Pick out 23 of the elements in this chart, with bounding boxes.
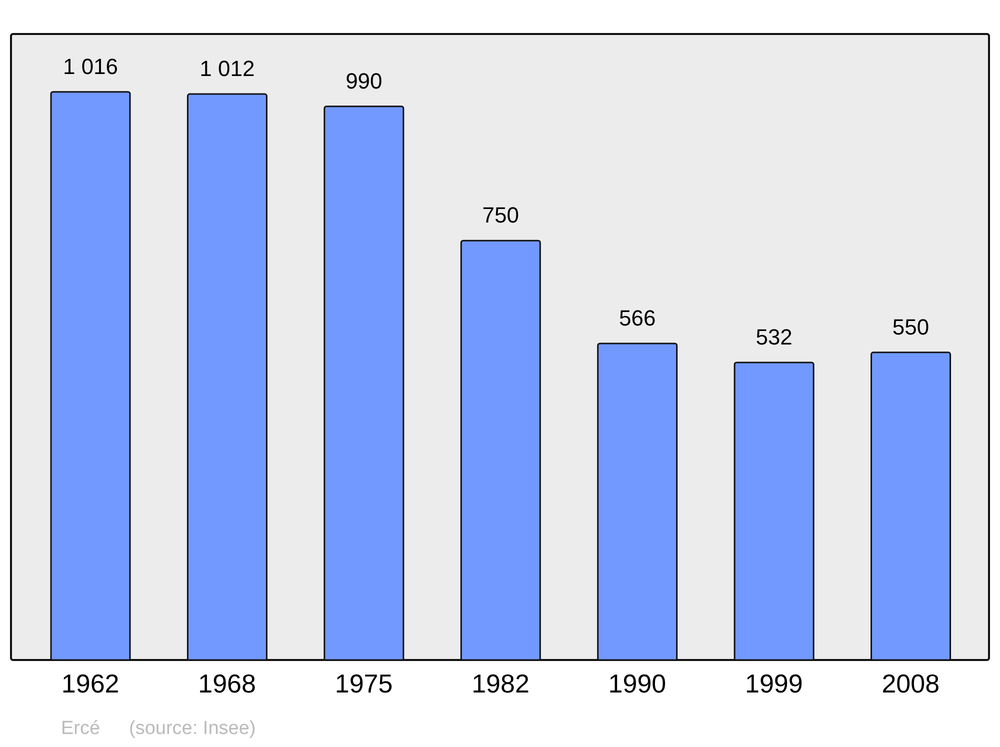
data-label: 550 <box>892 314 930 340</box>
bar <box>597 342 678 660</box>
data-label: 1 012 <box>200 56 255 82</box>
data-label: 1 016 <box>62 54 118 79</box>
data-label: 750 <box>482 202 519 228</box>
x-tick-label: 1990 <box>608 668 666 698</box>
bar <box>734 362 814 660</box>
x-tick-label: 2008 <box>882 668 940 698</box>
bar <box>460 240 541 660</box>
data-label: 566 <box>619 305 656 330</box>
data-label: 990 <box>346 68 382 94</box>
x-tick-label: 1982 <box>472 668 530 698</box>
x-tick-label: 1968 <box>198 668 256 698</box>
x-tick-label: 1999 <box>745 668 803 698</box>
bar <box>870 352 952 660</box>
text: (source: Insee) <box>129 718 256 740</box>
text: Ercé <box>61 718 100 740</box>
bar <box>50 91 131 660</box>
bar <box>186 93 268 660</box>
x-tick-label: 1975 <box>334 668 393 698</box>
x-tick-label: 1962 <box>61 668 120 698</box>
data-label: 532 <box>756 324 792 350</box>
bar <box>324 106 404 660</box>
